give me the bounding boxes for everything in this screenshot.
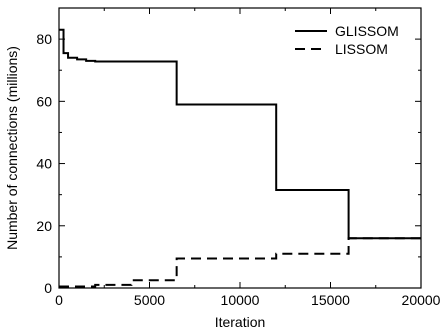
legend-label-glissom: GLISSOM — [335, 23, 399, 39]
series-line-lissom — [59, 237, 421, 288]
x-tick-label: 10000 — [221, 292, 260, 308]
legend: GLISSOM LISSOM — [295, 23, 399, 57]
y-tick-label: 60 — [36, 93, 52, 109]
legend-label-lissom: LISSOM — [335, 41, 388, 57]
axis-ticks: 0 5000 10000 15000 20000 0 20 40 60 80 — [36, 8, 441, 308]
x-tick-label: 0 — [55, 292, 63, 308]
x-tick-label: 15000 — [311, 292, 350, 308]
series-line-glissom — [59, 28, 421, 240]
x-tick-label: 5000 — [134, 292, 165, 308]
y-tick-label: 0 — [44, 280, 52, 296]
y-tick-label: 40 — [36, 156, 52, 172]
x-tick-label: 20000 — [402, 292, 441, 308]
plot-lines — [59, 28, 421, 288]
y-axis-label: Number of connections (millions) — [4, 46, 20, 250]
y-tick-label: 80 — [36, 31, 52, 47]
x-axis-label: Iteration — [215, 314, 266, 330]
y-tick-label: 20 — [36, 218, 52, 234]
